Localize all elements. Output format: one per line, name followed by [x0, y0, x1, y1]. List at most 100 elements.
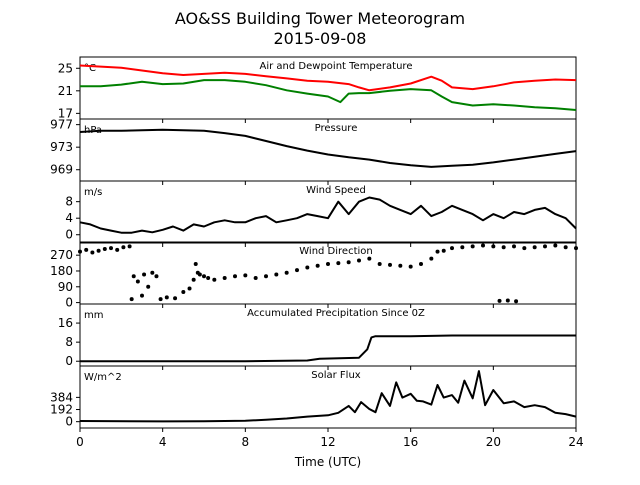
data-point: [514, 299, 519, 304]
data-point: [543, 244, 547, 249]
data-point: [121, 245, 126, 250]
data-point: [84, 247, 89, 252]
y-tick-label: 969: [50, 163, 73, 177]
x-tick-label: 8: [242, 435, 250, 449]
x-axis-label: Time (UTC): [294, 455, 361, 469]
data-point: [193, 261, 198, 266]
data-point: [109, 246, 113, 251]
x-tick-label: 20: [486, 435, 501, 449]
panel-unit: m/s: [84, 187, 102, 198]
y-tick-label: 0: [65, 354, 73, 368]
series-line-0: [80, 334, 576, 363]
data-point: [441, 248, 446, 253]
data-point: [142, 272, 147, 277]
series-line-1: [80, 79, 577, 111]
data-point: [481, 243, 485, 248]
data-point: [233, 274, 237, 279]
data-point: [512, 244, 516, 249]
data-point: [212, 277, 217, 282]
data-point: [197, 272, 202, 277]
data-point: [419, 261, 423, 266]
data-point: [336, 261, 341, 266]
x-tick-label: 12: [320, 435, 335, 449]
panels-group: 17 21 25 Air and Dewpoint Temperature °C 969 9…: [50, 56, 584, 449]
panel-3: 0 90 180 270 Wind Direction: [50, 241, 578, 310]
panel-unit: °C: [84, 63, 96, 74]
data-point: [131, 274, 136, 279]
data-point: [326, 261, 330, 266]
data-point: [315, 263, 320, 268]
panel-title: Wind Direction: [299, 246, 373, 257]
data-point: [173, 296, 178, 301]
panel-0: 17 21 25 Air and Dewpoint Temperature °C: [58, 56, 577, 123]
data-point: [206, 276, 211, 281]
data-point: [187, 286, 192, 291]
data-point: [357, 258, 361, 263]
panel-title: Wind Speed: [306, 185, 366, 196]
data-point: [553, 243, 558, 248]
y-tick-label: 384: [50, 390, 73, 404]
data-point: [450, 246, 454, 251]
data-point: [398, 263, 403, 268]
data-point: [305, 265, 310, 270]
data-point: [470, 244, 475, 249]
figure-title: AO&SS Building Tower Meteorogram: [175, 9, 465, 28]
series-line-0: [79, 370, 577, 423]
data-point: [96, 248, 101, 253]
panel-2: 0 4 8 Wind Speed m/s: [65, 180, 577, 247]
panel-4: 0 8 16 Accumulated Precipitation Since 0Z mm: [58, 303, 577, 370]
y-tick-label: 21: [58, 84, 73, 98]
data-point: [563, 245, 568, 250]
data-point: [135, 279, 140, 284]
data-point: [532, 245, 537, 250]
panel-unit: mm: [84, 310, 103, 321]
series-line-0: [79, 64, 577, 92]
data-point: [243, 273, 248, 278]
data-point: [274, 272, 279, 277]
data-point: [202, 274, 206, 279]
data-point: [140, 293, 144, 298]
data-point: [501, 245, 506, 250]
data-point: [346, 260, 351, 265]
x-tick-label: 4: [159, 435, 167, 449]
x-tick-label: 24: [568, 435, 583, 449]
panel-unit: W/m^2: [84, 372, 122, 383]
data-point: [505, 298, 510, 303]
y-tick-label: 4: [65, 211, 73, 225]
data-point: [115, 247, 120, 252]
data-point: [222, 276, 227, 281]
data-point: [127, 244, 132, 249]
x-tick-label: 0: [76, 435, 84, 449]
data-point: [460, 245, 465, 250]
data-point: [158, 297, 163, 302]
figure-subtitle: 2015-09-08: [274, 29, 367, 48]
data-point: [377, 261, 382, 266]
y-tick-label: 90: [58, 280, 73, 294]
x-tick-label: 16: [403, 435, 418, 449]
data-point: [181, 290, 186, 295]
series-line-0: [79, 196, 577, 234]
data-point: [574, 246, 578, 251]
data-point: [429, 256, 434, 261]
panel-title: Pressure: [315, 123, 358, 134]
data-point: [497, 298, 502, 303]
data-point: [491, 244, 496, 249]
data-point: [154, 274, 159, 279]
data-point: [253, 276, 258, 281]
data-point: [522, 246, 527, 251]
y-tick-label: 270: [50, 248, 73, 262]
series-line-0: [79, 128, 577, 168]
panel-title: Accumulated Precipitation Since 0Z: [247, 308, 425, 319]
data-point: [146, 284, 151, 289]
y-tick-label: 8: [65, 195, 73, 209]
y-tick-label: 25: [58, 61, 73, 75]
data-point: [78, 249, 82, 254]
y-tick-label: 0: [65, 228, 73, 242]
data-point: [129, 297, 134, 302]
y-tick-label: 17: [58, 106, 73, 120]
y-tick-label: 192: [50, 403, 73, 417]
